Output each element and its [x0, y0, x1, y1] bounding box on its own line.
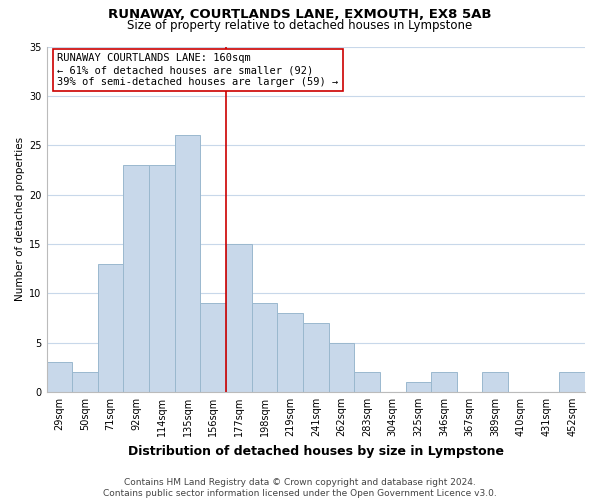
X-axis label: Distribution of detached houses by size in Lympstone: Distribution of detached houses by size … [128, 444, 504, 458]
Text: Contains HM Land Registry data © Crown copyright and database right 2024.
Contai: Contains HM Land Registry data © Crown c… [103, 478, 497, 498]
Bar [72, 372, 98, 392]
Y-axis label: Number of detached properties: Number of detached properties [15, 137, 25, 302]
Bar [406, 382, 431, 392]
Bar [482, 372, 508, 392]
Text: RUNAWAY COURTLANDS LANE: 160sqm
← 61% of detached houses are smaller (92)
39% of: RUNAWAY COURTLANDS LANE: 160sqm ← 61% of… [57, 54, 338, 86]
Bar [47, 362, 72, 392]
Bar [149, 165, 175, 392]
Bar [175, 136, 200, 392]
Text: RUNAWAY, COURTLANDS LANE, EXMOUTH, EX8 5AB: RUNAWAY, COURTLANDS LANE, EXMOUTH, EX8 5… [108, 8, 492, 20]
Bar [354, 372, 380, 392]
Text: Size of property relative to detached houses in Lympstone: Size of property relative to detached ho… [127, 19, 473, 32]
Bar [200, 303, 226, 392]
Bar [124, 165, 149, 392]
Bar [431, 372, 457, 392]
Bar [226, 244, 251, 392]
Bar [303, 323, 329, 392]
Bar [98, 264, 124, 392]
Bar [559, 372, 585, 392]
Bar [277, 313, 303, 392]
Bar [251, 303, 277, 392]
Bar [329, 342, 354, 392]
